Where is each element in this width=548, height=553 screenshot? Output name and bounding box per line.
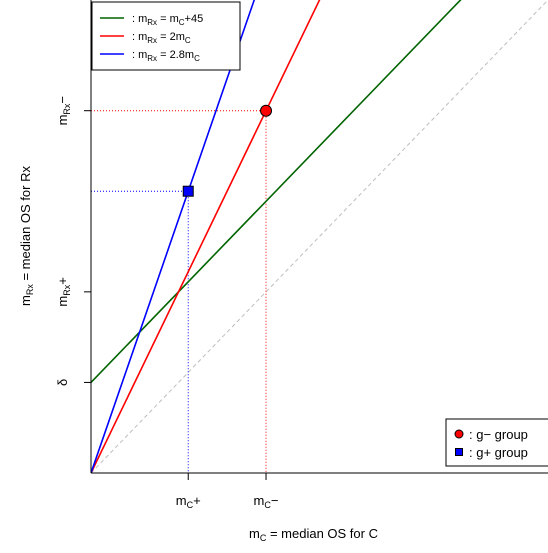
legend-point-label-0: : g− group	[469, 427, 528, 442]
legend-symbol-g-minus	[454, 429, 464, 439]
series-line-double	[91, 0, 321, 473]
series-line-multi	[91, 0, 256, 473]
x-tick-label-0: mC+	[176, 493, 201, 510]
legend-symbol-g-plus	[455, 448, 463, 456]
x-axis-title: mC = median OS for C	[249, 526, 378, 543]
point-g-minus	[260, 104, 273, 117]
legend-points-box	[445, 418, 548, 467]
legend-lines-box	[91, 1, 241, 71]
y-axis-title: mRx = median OS for Rx	[18, 166, 35, 306]
identity-line	[91, 0, 548, 473]
series-line-offset	[91, 0, 462, 383]
y-tick-label-2: mRx−	[55, 96, 72, 125]
legend-point-label-1: : g+ group	[469, 445, 528, 460]
y-tick-label-0: mRx+	[55, 277, 72, 306]
point-g-plus	[182, 185, 194, 197]
legend-label-double: : mRx = 2mC	[132, 31, 191, 45]
legend-label-offset: : mRx = mC+45	[132, 13, 203, 27]
y-tick-label-delta: δ	[55, 379, 70, 386]
x-tick-label-1: mC−	[254, 493, 279, 510]
legend-label-multi: : mRx = 2.8mC	[132, 49, 200, 63]
